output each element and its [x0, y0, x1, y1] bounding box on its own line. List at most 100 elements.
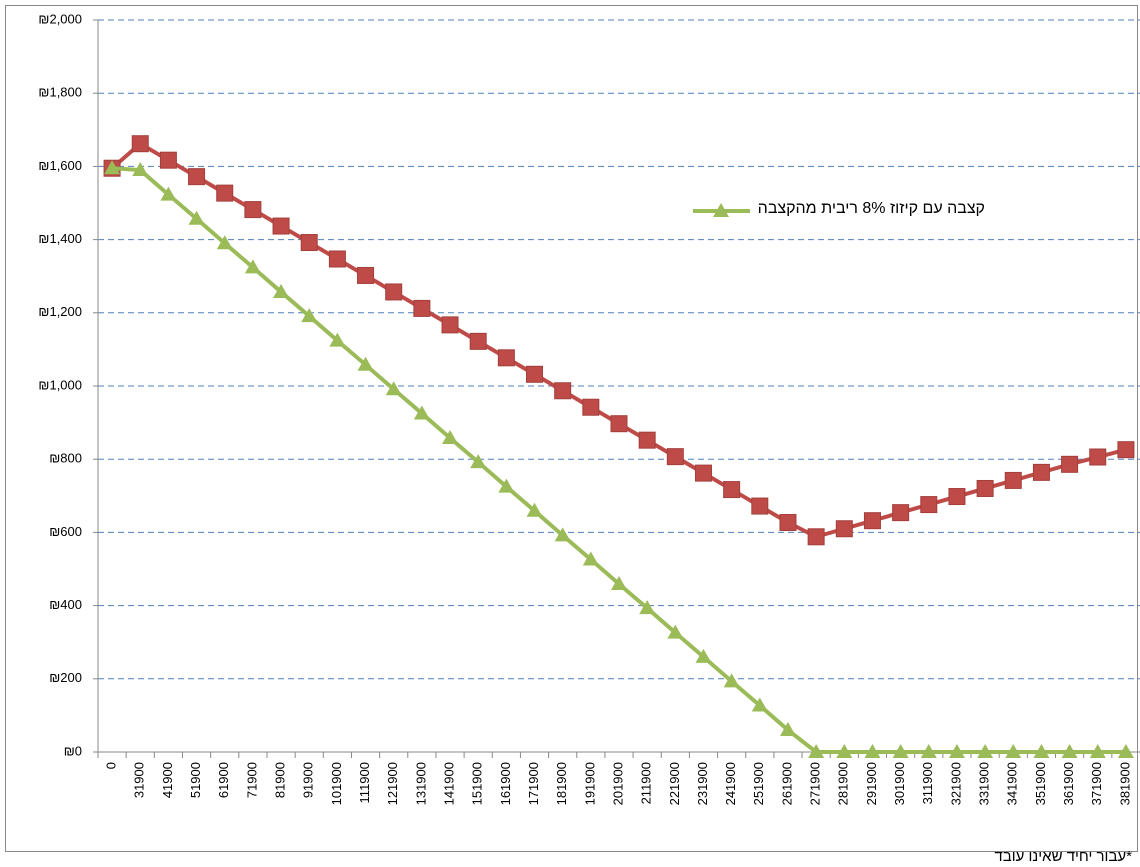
y-tick-label: ₪800: [49, 451, 82, 466]
x-tick-label: 171900: [526, 762, 541, 805]
x-tick-label: 121900: [385, 762, 400, 805]
x-tick-label: 351900: [1033, 762, 1048, 805]
x-tick-label: 191900: [582, 762, 597, 805]
marker: [920, 744, 937, 758]
marker: [413, 299, 431, 317]
x-tick-label: 131900: [413, 762, 428, 805]
x-tick-label: 51900: [188, 762, 203, 798]
x-tick-label: 271900: [808, 762, 823, 805]
marker: [159, 151, 177, 169]
marker: [582, 551, 599, 566]
x-tick-label: 321900: [948, 762, 963, 805]
marker: [751, 697, 768, 712]
marker: [892, 504, 910, 522]
marker: [1004, 471, 1022, 489]
chart-frame: [5, 5, 1138, 852]
y-tick-label: ₪600: [49, 524, 82, 539]
marker: [104, 160, 121, 175]
marker: [329, 332, 346, 347]
marker: [723, 481, 741, 499]
marker: [1117, 441, 1135, 459]
marker: [132, 162, 149, 177]
y-tick-label: ₪1,200: [38, 304, 82, 319]
marker: [272, 217, 290, 235]
marker: [779, 722, 796, 737]
x-tick-label: 201900: [610, 762, 625, 805]
marker: [723, 673, 740, 688]
marker: [160, 186, 177, 201]
x-tick-label: 331900: [977, 762, 992, 805]
y-tick-label: ₪1,800: [38, 85, 82, 100]
x-tick-label: 91900: [301, 762, 316, 798]
marker: [526, 365, 544, 383]
marker: [497, 349, 515, 367]
marker: [611, 576, 627, 591]
marker: [470, 454, 487, 469]
x-tick-label: 151900: [470, 762, 485, 805]
x-tick-label: 41900: [160, 762, 175, 798]
x-tick-label: 81900: [272, 762, 287, 798]
x-tick-label: 141900: [441, 762, 456, 805]
x-tick-label: 291900: [864, 762, 879, 805]
marker: [328, 250, 346, 268]
marker: [582, 398, 600, 416]
x-tick-label: 111900: [357, 762, 372, 803]
marker: [498, 478, 515, 493]
x-tick-label: 71900: [244, 762, 259, 798]
marker: [188, 168, 206, 186]
x-tick-label: 161900: [498, 762, 513, 805]
marker: [920, 496, 938, 514]
x-tick-label: 31900: [132, 762, 147, 798]
marker: [751, 497, 769, 515]
marker: [442, 429, 459, 444]
marker: [188, 210, 205, 225]
marker: [779, 514, 797, 532]
marker: [977, 744, 994, 758]
marker: [1033, 744, 1050, 758]
marker: [638, 431, 656, 449]
marker: [554, 382, 572, 400]
marker: [835, 520, 853, 538]
marker: [244, 259, 261, 274]
marker: [357, 356, 374, 371]
marker: [1032, 463, 1050, 481]
marker: [1005, 744, 1022, 758]
x-tick-label: 301900: [892, 762, 907, 805]
x-tick-label: 61900: [216, 762, 231, 798]
x-tick-label: 261900: [779, 762, 794, 805]
x-tick-label: 0: [104, 762, 119, 769]
marker: [808, 744, 825, 758]
marker: [526, 502, 543, 517]
marker: [695, 648, 712, 663]
marker: [1089, 448, 1107, 466]
x-tick-label: 381900: [1117, 762, 1132, 805]
marker: [554, 527, 571, 542]
y-tick-label: ₪2,000: [38, 11, 82, 26]
marker: [357, 266, 375, 284]
x-tick-label: 361900: [1061, 762, 1076, 805]
legend-label: קצבה עם קיזוז 8% ריבית מהקצבה: [757, 200, 985, 217]
y-tick-label: ₪200: [49, 670, 82, 685]
x-tick-label: 101900: [329, 762, 344, 805]
marker: [610, 415, 628, 433]
marker: [216, 184, 234, 202]
marker: [441, 316, 459, 334]
marker: [948, 488, 966, 506]
marker: [667, 624, 684, 639]
footnote: *עבור יחיד שאינו עובד: [994, 848, 1132, 865]
series-line: [111, 166, 1126, 754]
marker: [273, 283, 290, 298]
marker: [385, 283, 403, 301]
x-tick-label: 281900: [836, 762, 851, 805]
x-tick-label: 231900: [695, 762, 710, 805]
x-tick-label: 211900: [639, 762, 654, 804]
marker: [666, 448, 684, 466]
y-tick-label: ₪0: [64, 743, 82, 758]
marker: [864, 744, 881, 758]
marker: [216, 235, 233, 250]
x-tick-label: 341900: [1005, 762, 1020, 805]
marker: [836, 744, 853, 758]
marker: [1061, 744, 1078, 758]
